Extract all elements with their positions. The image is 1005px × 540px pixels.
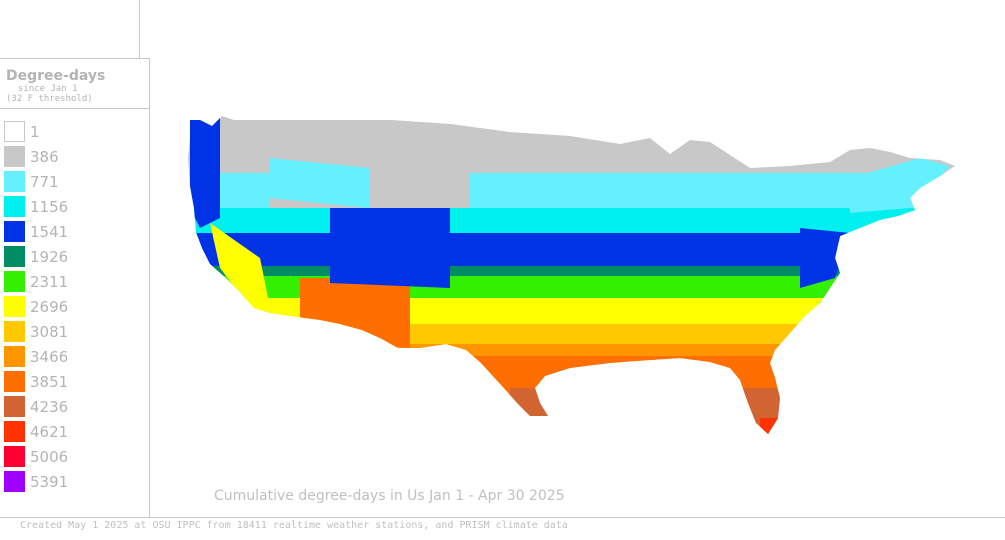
legend-swatch	[4, 346, 25, 367]
legend-label: 1926	[30, 248, 69, 266]
legend-swatch	[4, 421, 25, 442]
legend-item: 2311	[4, 271, 144, 293]
frame-divider	[0, 517, 1005, 518]
map-fill	[188, 116, 955, 434]
legend-threshold: (32 F threshold)	[6, 94, 93, 104]
legend-swatch	[4, 196, 25, 217]
legend-item: 771	[4, 171, 144, 193]
legend-item: 3466	[4, 346, 144, 368]
legend-swatch	[4, 396, 25, 417]
legend-item: 5391	[4, 471, 144, 493]
legend-label: 4621	[30, 423, 69, 441]
legend-swatch	[4, 246, 25, 267]
legend-item: 1541	[4, 221, 144, 243]
legend-item: 2696	[4, 296, 144, 318]
legend-item: 3851	[4, 371, 144, 393]
legend-item: 4621	[4, 421, 144, 443]
legend-item: 5006	[4, 446, 144, 468]
frame-divider	[139, 0, 140, 58]
legend-label: 5006	[30, 448, 69, 466]
legend-swatch	[4, 371, 25, 392]
legend-swatch	[4, 146, 25, 167]
legend-item: 386	[4, 146, 144, 168]
legend-label: 4236	[30, 398, 69, 416]
legend-label: 386	[30, 148, 59, 166]
legend-item: 1	[4, 121, 144, 143]
legend-item: 4236	[4, 396, 144, 418]
legend-label: 2311	[30, 273, 69, 291]
legend-title: Degree-days	[6, 68, 106, 84]
legend-label: 1	[30, 123, 40, 141]
legend-swatch	[4, 271, 25, 292]
legend-item: 3081	[4, 321, 144, 343]
map-title: Cumulative degree-days in Us Jan 1 - Apr…	[214, 488, 565, 504]
legend-label: 771	[30, 173, 59, 191]
legend-swatch	[4, 121, 25, 142]
legend-label: 3081	[30, 323, 69, 341]
legend-label: 5391	[30, 473, 69, 491]
legend-separator	[0, 108, 150, 109]
us-degree-day-map	[188, 116, 955, 434]
legend-swatch	[4, 221, 25, 242]
legend-label: 3466	[30, 348, 69, 366]
legend-panel	[0, 58, 150, 517]
legend-swatch	[4, 171, 25, 192]
legend-subtitle: since Jan 1	[18, 84, 78, 94]
legend-swatch	[4, 296, 25, 317]
legend-swatch	[4, 471, 25, 492]
map-area	[150, 58, 1005, 517]
credit-line: Created May 1 2025 at OSU IPPC from 1841…	[20, 520, 568, 531]
legend-swatch	[4, 321, 25, 342]
legend-label: 3851	[30, 373, 69, 391]
legend-label: 2696	[30, 298, 69, 316]
legend-swatch	[4, 446, 25, 467]
legend-item: 1156	[4, 196, 144, 218]
legend-label: 1156	[30, 198, 69, 216]
legend-item: 1926	[4, 246, 144, 268]
legend-label: 1541	[30, 223, 69, 241]
